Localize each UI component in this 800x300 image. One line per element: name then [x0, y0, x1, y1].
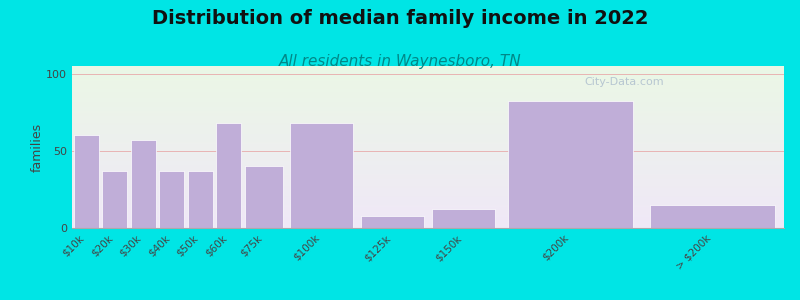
Text: All residents in Waynesboro, TN: All residents in Waynesboro, TN — [278, 54, 522, 69]
Bar — [432, 209, 495, 228]
Bar — [650, 205, 775, 228]
Bar — [130, 140, 156, 228]
Bar — [74, 135, 98, 228]
Text: City-Data.com: City-Data.com — [585, 77, 664, 87]
Text: Distribution of median family income in 2022: Distribution of median family income in … — [152, 9, 648, 28]
Bar — [290, 123, 353, 228]
Bar — [216, 123, 241, 228]
Bar — [188, 171, 213, 228]
Bar — [159, 171, 184, 228]
Bar — [361, 216, 424, 228]
Y-axis label: families: families — [30, 122, 43, 172]
Bar — [102, 171, 127, 228]
Bar — [508, 101, 633, 228]
Bar — [246, 166, 283, 228]
